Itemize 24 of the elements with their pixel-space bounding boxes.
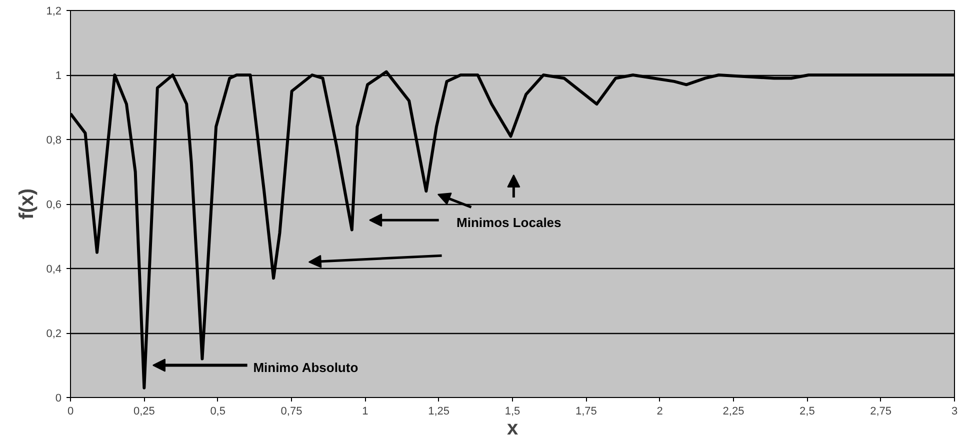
x-tick-label: 0,25 [133, 406, 155, 418]
x-tick-label: 3 [951, 406, 958, 418]
annotation: Minimo Absoluto [253, 360, 358, 375]
x-tick-label: 1,25 [428, 406, 450, 418]
y-tick-label: 0,8 [46, 134, 62, 146]
x-tick-label: 1,75 [575, 406, 597, 418]
x-tick-label: 2 [656, 406, 663, 418]
x-tick-label: 2,75 [870, 406, 892, 418]
x-tick-label: 0 [67, 406, 74, 418]
x-tick-label: 1,5 [504, 406, 520, 418]
x-tick-label: 0,5 [210, 406, 226, 418]
x-tick-label: 2,5 [800, 406, 815, 418]
y-axis-title: f(x) [16, 188, 38, 220]
x-tick-label: 0,75 [280, 406, 302, 418]
x-tick-label: 1 [362, 406, 368, 418]
y-tick-label: 0,4 [46, 264, 62, 276]
annotation: Minimos Locales [456, 214, 562, 230]
y-tick-label: 0,6 [46, 199, 62, 211]
x-axis-title: x [506, 418, 518, 440]
y-tick-label: 1,2 [46, 6, 62, 18]
y-tick-label: 0,2 [46, 328, 62, 340]
y-tick-label: 1 [55, 70, 62, 82]
x-tick-label: 2,25 [722, 406, 744, 418]
y-tick-label: 0 [55, 392, 62, 404]
